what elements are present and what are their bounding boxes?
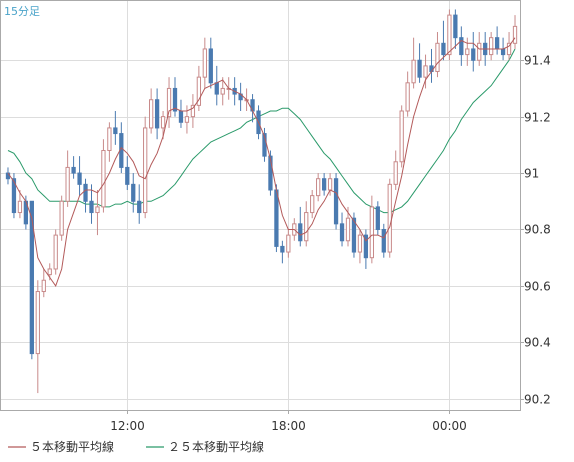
- candle-up: [41, 279, 46, 293]
- candle-up: [286, 234, 291, 253]
- candle-up: [447, 14, 452, 56]
- candle-up: [202, 48, 207, 78]
- candle-down: [274, 189, 279, 247]
- ma5-layer: [7, 37, 516, 287]
- candle-down: [494, 37, 500, 50]
- candle-down: [375, 206, 380, 230]
- candle-down: [262, 133, 267, 157]
- candle-down: [333, 178, 339, 225]
- candle-down: [172, 87, 178, 112]
- candle-down: [453, 14, 458, 39]
- candle-up: [465, 48, 470, 56]
- candle-down: [214, 82, 219, 95]
- candle-down: [441, 42, 446, 56]
- y-tick-label: 91: [524, 167, 539, 181]
- candle-down: [471, 48, 476, 61]
- candle-up: [357, 234, 363, 253]
- candle-up: [220, 87, 225, 95]
- y-tick-label: 90.2: [524, 393, 551, 407]
- candle-up: [17, 200, 23, 214]
- candle-up: [304, 212, 309, 242]
- y-axis: 90.2 90.4 90.6 90.8 91 91.2 91.4: [520, 54, 551, 407]
- candle-up: [59, 200, 64, 236]
- candle-up: [107, 127, 112, 151]
- candle-down: [89, 200, 94, 214]
- candle-up: [435, 42, 440, 73]
- candle-up: [506, 42, 512, 56]
- y-tick-label: 90.8: [524, 223, 551, 237]
- candle-layer: [5, 9, 518, 394]
- candle-down: [125, 166, 130, 185]
- candle-down: [11, 178, 17, 214]
- candle-up: [196, 76, 202, 106]
- candle-up: [310, 195, 315, 214]
- candle-down: [381, 228, 386, 253]
- candle-up: [405, 82, 410, 112]
- y-tick-label: 90.6: [524, 280, 551, 294]
- y-tick-label: 91.4: [524, 54, 551, 68]
- candle-up: [149, 99, 154, 129]
- candle-up: [369, 206, 374, 259]
- candle-down: [154, 99, 160, 129]
- y-tick-label: 91.2: [524, 111, 551, 125]
- candle-down: [29, 200, 34, 355]
- candle-up: [327, 178, 333, 191]
- plot-frame: [0, 0, 521, 411]
- candle-up: [399, 110, 404, 163]
- candle-up: [345, 217, 351, 242]
- candle-down: [351, 217, 357, 253]
- candle-up: [387, 183, 392, 253]
- candle-up: [160, 116, 166, 129]
- x-tick-label: 18:00: [271, 419, 306, 433]
- candle-up: [184, 116, 190, 123]
- candle-down: [363, 234, 369, 259]
- candle-up: [53, 234, 58, 270]
- x-tick-label: 00:00: [432, 419, 467, 433]
- candle-down: [280, 245, 285, 253]
- candle-down: [417, 59, 422, 78]
- candle-up: [393, 161, 398, 185]
- legend: ５本移動平均線 ２５本移動平均線: [8, 439, 264, 454]
- candle-down: [71, 166, 76, 174]
- candle-up: [65, 166, 70, 202]
- candle-up: [95, 206, 100, 214]
- candle-up: [477, 42, 482, 61]
- candle-down: [500, 48, 506, 56]
- candle-up: [316, 178, 321, 197]
- candle-down: [339, 223, 345, 242]
- candle-up: [101, 149, 106, 208]
- candle-up: [423, 65, 428, 78]
- candle-down: [208, 48, 213, 84]
- timeframe-label: 15分足: [4, 5, 40, 18]
- candle-down: [83, 183, 88, 202]
- candle-up: [143, 127, 148, 214]
- candle-down: [268, 155, 273, 191]
- candle-down: [298, 223, 303, 242]
- candle-down: [459, 37, 464, 56]
- legend-ma5-label: ５本移動平均線: [30, 439, 114, 454]
- candle-down: [321, 178, 327, 191]
- candle-down: [77, 172, 82, 185]
- candle-down: [178, 110, 184, 123]
- x-axis: 12:00 18:00 00:00: [110, 410, 467, 433]
- candle-up: [190, 104, 196, 118]
- candle-up: [35, 291, 40, 355]
- candle-up: [489, 37, 494, 56]
- candle-up: [47, 268, 52, 276]
- candle-down: [137, 200, 142, 214]
- candle-up: [166, 87, 172, 118]
- x-tick-label: 12:00: [110, 419, 145, 433]
- candle-down: [131, 183, 136, 202]
- legend-ma25-label: ２５本移動平均線: [168, 439, 264, 454]
- candle-up: [512, 25, 518, 44]
- candle-down: [113, 127, 118, 135]
- candle-up: [411, 59, 416, 84]
- ma5-line: [7, 37, 516, 287]
- y-tick-label: 90.4: [524, 336, 551, 350]
